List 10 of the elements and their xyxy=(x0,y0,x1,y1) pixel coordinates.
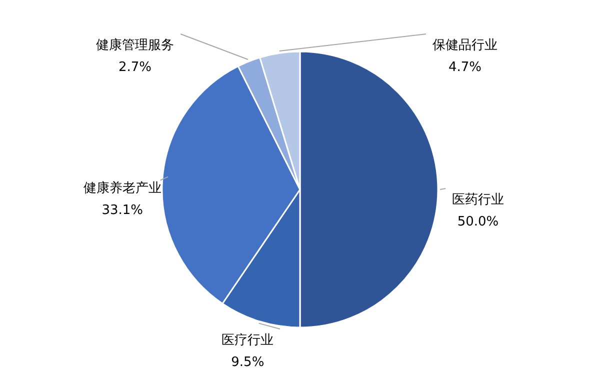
data-label: 9.5% xyxy=(231,355,264,370)
data-label: 50.0% xyxy=(457,214,499,230)
slice-label: 医药行业 xyxy=(452,192,504,208)
data-label: 33.1% xyxy=(102,202,144,218)
slice-label: 医疗行业 xyxy=(222,333,274,348)
slice-label: 保健品行业 xyxy=(432,38,498,53)
slice-label: 健康管理服务 xyxy=(96,38,174,53)
data-label: 2.7% xyxy=(118,60,152,75)
data-label: 4.7% xyxy=(448,60,482,75)
slice-label: 健康养老产业 xyxy=(83,180,162,196)
